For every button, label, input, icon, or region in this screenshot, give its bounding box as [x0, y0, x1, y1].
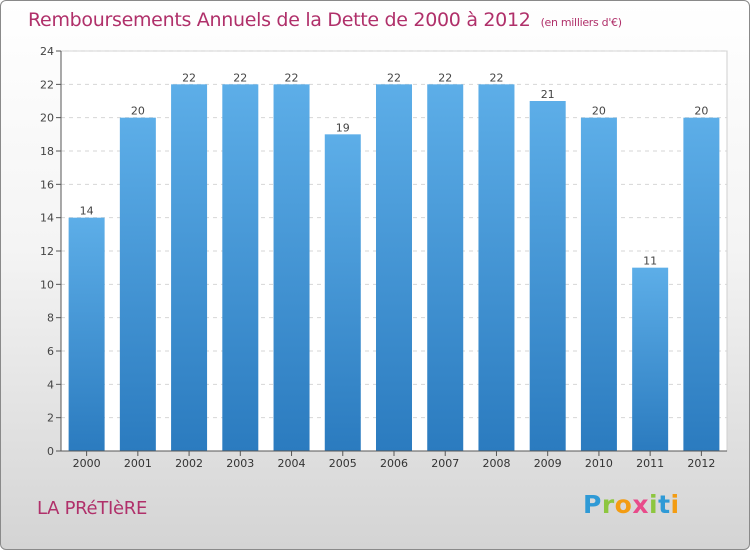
data-label: 20	[592, 105, 606, 118]
y-tick-label: 18	[40, 145, 54, 158]
y-tick-label: 0	[47, 445, 54, 458]
chart-unit: (en milliers d'€)	[540, 16, 622, 29]
x-tick-label: 2010	[585, 457, 613, 470]
logo-letter: o	[614, 490, 633, 519]
y-tick-label: 8	[47, 312, 54, 325]
x-tick-label: 2012	[687, 457, 715, 470]
data-label: 21	[541, 88, 555, 101]
bar	[171, 84, 208, 451]
x-tick-label: 2000	[73, 457, 101, 470]
logo-letter: t	[658, 490, 671, 519]
data-label: 20	[694, 105, 708, 118]
bar	[324, 134, 361, 452]
x-tick-label: 2008	[482, 457, 510, 470]
bar	[273, 84, 310, 451]
y-tick-label: 24	[40, 45, 54, 58]
y-tick-label: 2	[47, 412, 54, 425]
x-tick-label: 2002	[175, 457, 203, 470]
data-label: 22	[489, 71, 503, 84]
x-tick-label: 2001	[124, 457, 152, 470]
x-axis: 2000 2001 2002 2003 2004 2005 2006 2007 2008 2009…	[61, 450, 727, 470]
bar	[376, 84, 412, 451]
logo-letter: i	[670, 490, 680, 519]
data-label: 22	[438, 71, 452, 84]
bar	[683, 117, 720, 452]
y-tick-label: 20	[40, 112, 54, 125]
data-label: 22	[233, 71, 247, 84]
bar	[580, 117, 617, 452]
data-label: 14	[80, 205, 94, 218]
logo-letter: r	[601, 490, 615, 519]
data-label: 22	[285, 71, 299, 84]
y-tick-label: 12	[40, 245, 54, 258]
chart-title-text: Remboursements Annuels de la Dette de 20…	[28, 9, 531, 31]
bar	[478, 84, 515, 451]
bars: 14 20 22 22 22 19 22 22 22 21 20 11 20	[68, 71, 720, 452]
y-tick-label: 14	[40, 212, 54, 225]
bar	[529, 101, 566, 451]
x-tick-label: 2011	[636, 457, 664, 470]
proxiti-logo: Proxiti	[583, 490, 680, 519]
data-label: 22	[387, 71, 401, 84]
x-tick-label: 2007	[431, 457, 459, 470]
x-tick-label: 2003	[226, 457, 254, 470]
bar	[427, 84, 464, 451]
bar	[222, 84, 259, 451]
y-tick-label: 16	[40, 178, 54, 191]
x-tick-label: 2005	[329, 457, 357, 470]
y-tick-label: 4	[47, 378, 54, 391]
y-tick-label: 6	[47, 345, 54, 358]
chart-title: Remboursements Annuels de la Dette de 20…	[28, 9, 622, 31]
data-label: 22	[182, 71, 196, 84]
logo-letter: P	[583, 490, 602, 519]
x-tick-label: 2009	[534, 457, 562, 470]
x-tick-label: 2006	[380, 457, 408, 470]
data-label: 20	[131, 105, 145, 118]
bar	[68, 217, 105, 451]
bar	[119, 117, 156, 452]
logo-letter: i	[649, 490, 659, 519]
y-tick-label: 22	[40, 78, 54, 91]
data-label: 19	[336, 121, 350, 134]
place-name: LA PRéTIèRE	[37, 498, 148, 519]
y-tick-label: 10	[40, 278, 54, 291]
bar	[632, 267, 669, 451]
data-label: 11	[643, 255, 657, 268]
logo-letter: x	[632, 490, 649, 519]
x-tick-label: 2004	[278, 457, 306, 470]
